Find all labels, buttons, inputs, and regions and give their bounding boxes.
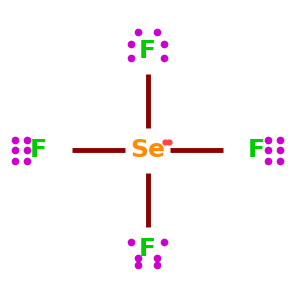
- Text: Se: Se: [130, 138, 165, 162]
- Text: F: F: [139, 39, 156, 63]
- Text: F: F: [139, 237, 156, 261]
- Text: F: F: [30, 138, 47, 162]
- Text: F: F: [248, 138, 265, 162]
